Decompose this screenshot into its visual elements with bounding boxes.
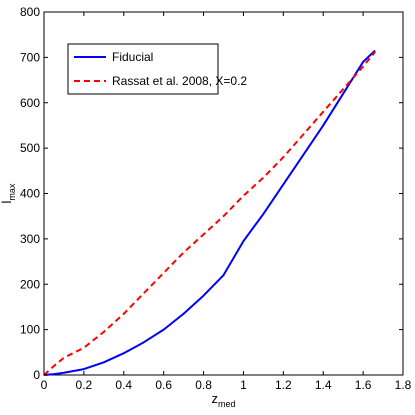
x-tick-label: 1.4 [315,378,332,392]
x-axis-label-sub: med [218,399,236,409]
x-tick-label: 0.6 [155,378,172,392]
y-axis-label-main: l [0,200,14,203]
x-tick-label: 0.4 [115,378,132,392]
y-tick-label: 200 [20,277,40,291]
y-tick-label: 100 [20,323,40,337]
series-layer [43,49,376,376]
y-tick-label: 300 [20,232,40,246]
series-line-rassat [43,51,376,376]
legend: Fiducial Rassat et al. 2008, X=0.2 [67,43,247,95]
y-tick-label: 700 [20,50,40,64]
x-axis-label: zmed [211,391,235,409]
series-line-fiducial [43,49,376,376]
y-axis-label: lmax [0,183,17,203]
x-tick-label: 1 [240,378,247,392]
legend-box [67,43,219,95]
x-tick-label: 1.2 [275,378,292,392]
y-tick-label: 800 [20,5,40,19]
x-tick-label: 0.2 [76,378,93,392]
ticks-layer: 0 0.2 0.4 0.6 0.8 1 1.2 1.4 1.6 1.8 0 100 200 300 400 5… [20,5,412,392]
x-tick-label: 1.8 [395,378,412,392]
y-tick-label: 600 [20,96,40,110]
x-axis-label-main: z [211,391,218,406]
legend-label-rassat: Rassat et al. 2008, X=0.2 [112,74,247,88]
y-axis-label-sub: max [7,183,17,201]
x-tick-label: 0 [41,378,48,392]
y-tick-label: 400 [20,187,40,201]
y-tick-label: 0 [33,368,40,382]
legend-label-fiducial: Fiducial [112,50,153,64]
y-tick-label: 500 [20,141,40,155]
labels-layer: zmed lmax [0,183,236,409]
x-tick-label: 0.8 [195,378,212,392]
x-tick-label: 1.6 [355,378,372,392]
